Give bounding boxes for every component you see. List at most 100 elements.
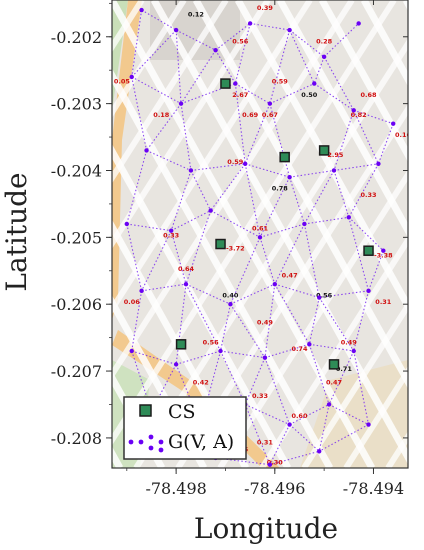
edge-weight-label: 0.49 bbox=[341, 338, 358, 346]
street-line bbox=[112, 0, 187, 118]
edge-weight-label: 0.42 bbox=[193, 378, 209, 386]
graph-vertex bbox=[331, 168, 337, 173]
graph-edge bbox=[259, 237, 276, 285]
graph-edge bbox=[274, 283, 320, 299]
graph-edge bbox=[333, 163, 379, 172]
cs-marker bbox=[363, 245, 374, 256]
graph-edge bbox=[333, 110, 355, 171]
graph-edge bbox=[180, 103, 192, 171]
graph-vertex bbox=[351, 348, 356, 354]
graph-vertex bbox=[302, 221, 307, 227]
graph-edge bbox=[259, 223, 305, 238]
graph-edge bbox=[244, 403, 290, 426]
graph-edge bbox=[230, 283, 276, 305]
edge-weight-label: 0.47 bbox=[326, 378, 342, 386]
graph-edge bbox=[353, 110, 379, 165]
edge-weight-label: -3.38 bbox=[374, 251, 393, 259]
graph-edge bbox=[313, 83, 355, 111]
graph-vertex bbox=[208, 208, 213, 213]
legend-cs-label: CS bbox=[168, 401, 196, 423]
cs-marker bbox=[175, 339, 187, 350]
graph-edge bbox=[150, 364, 177, 412]
graph-edge bbox=[259, 176, 291, 238]
graph-vertex bbox=[321, 54, 327, 60]
street-line bbox=[343, 365, 408, 468]
edge-weight-label: 0.60 bbox=[291, 412, 308, 420]
graph-edge bbox=[131, 350, 177, 365]
y-tick-label: -0.204 bbox=[51, 161, 102, 180]
cs-marker bbox=[318, 145, 330, 156]
graph-edge bbox=[333, 170, 350, 218]
graph-edge bbox=[269, 83, 315, 105]
graph-vertex bbox=[376, 161, 381, 166]
street-line bbox=[175, 103, 408, 468]
x-tick-label: -78.498 bbox=[145, 479, 206, 498]
y-axis-ticks: -0.202 -0.203 -0.204 -0.205 -0.206 -0.207 -0.2… bbox=[51, 2, 408, 448]
graph-edge bbox=[131, 76, 148, 151]
graph-edge bbox=[289, 169, 335, 178]
edge-weight-label: 0.28 bbox=[316, 37, 333, 45]
graph-edge bbox=[353, 350, 370, 425]
graph-vertex bbox=[287, 174, 292, 180]
graph-edge bbox=[234, 83, 246, 164]
graph-vertex bbox=[228, 302, 233, 307]
graph-vertex bbox=[262, 355, 268, 360]
graph-edge bbox=[348, 163, 379, 218]
edge-weight-label: 2.67 bbox=[232, 91, 248, 99]
graph-vertex bbox=[213, 47, 218, 53]
edge-weight-label: 0.59 bbox=[227, 158, 244, 166]
edge-weight-label: 0.59 bbox=[272, 78, 289, 86]
graph-edge bbox=[141, 9, 177, 31]
street-line bbox=[402, 0, 408, 11]
graph-edge bbox=[190, 170, 212, 211]
graph-edge bbox=[131, 9, 143, 77]
graph-edge bbox=[319, 290, 369, 299]
cs-marker bbox=[279, 151, 290, 163]
street-line bbox=[112, 0, 229, 184]
graph-edge bbox=[304, 216, 349, 225]
cs-marker bbox=[220, 78, 231, 89]
edge-weight-label: 0.50 bbox=[301, 91, 318, 99]
edge-weight-label: 0.64 bbox=[178, 265, 195, 273]
edge-weight-label: 0.12 bbox=[188, 11, 204, 19]
graph-edge bbox=[264, 357, 291, 425]
x-axis-label: Longitude bbox=[194, 512, 338, 545]
graph-edge bbox=[180, 49, 217, 104]
street-line bbox=[112, 295, 208, 468]
street-line bbox=[112, 0, 355, 380]
street-line bbox=[112, 370, 166, 468]
graph-edge bbox=[318, 297, 355, 352]
edge-weight-label: 0.67 bbox=[262, 111, 278, 119]
edge-weight-label: 0.56 bbox=[316, 292, 333, 300]
edge-weight-label: 0.47 bbox=[282, 271, 298, 279]
edge-weight-label: 0.82 bbox=[351, 111, 367, 119]
graph-vertex bbox=[287, 27, 292, 33]
edge-weight-label: 0.05 bbox=[114, 78, 131, 86]
graph-vertex bbox=[366, 288, 371, 294]
y-axis-label: Latitude bbox=[0, 172, 33, 291]
graph-edge bbox=[245, 163, 290, 178]
edge-weight-label: 0.33 bbox=[361, 191, 377, 199]
graph-edge bbox=[215, 457, 270, 466]
x-tick-label: -78.494 bbox=[343, 479, 404, 498]
x-tick-label: -78.496 bbox=[244, 479, 305, 498]
graph-edge bbox=[274, 223, 305, 285]
edge-weight-label: -3.72 bbox=[226, 245, 245, 253]
graph-vertex bbox=[129, 348, 134, 354]
graph-edge bbox=[269, 103, 291, 178]
y-tick-label: -0.205 bbox=[51, 228, 102, 247]
edge-weight-label: 0.06 bbox=[124, 298, 141, 306]
graph-vertex bbox=[139, 7, 144, 13]
edge-weight-label: 0.68 bbox=[361, 91, 378, 99]
graph-vertex bbox=[351, 108, 356, 113]
graph-edge bbox=[175, 350, 221, 365]
legend: CS G(V, A) bbox=[123, 396, 247, 460]
graph-edge bbox=[269, 450, 320, 466]
graph-vertex bbox=[173, 362, 179, 367]
edge-weight-label: 0.33 bbox=[163, 231, 179, 239]
graph-edge bbox=[185, 283, 231, 305]
graph-edge bbox=[353, 109, 394, 125]
graph-vertex bbox=[307, 342, 312, 347]
graph-vertex bbox=[257, 235, 263, 240]
